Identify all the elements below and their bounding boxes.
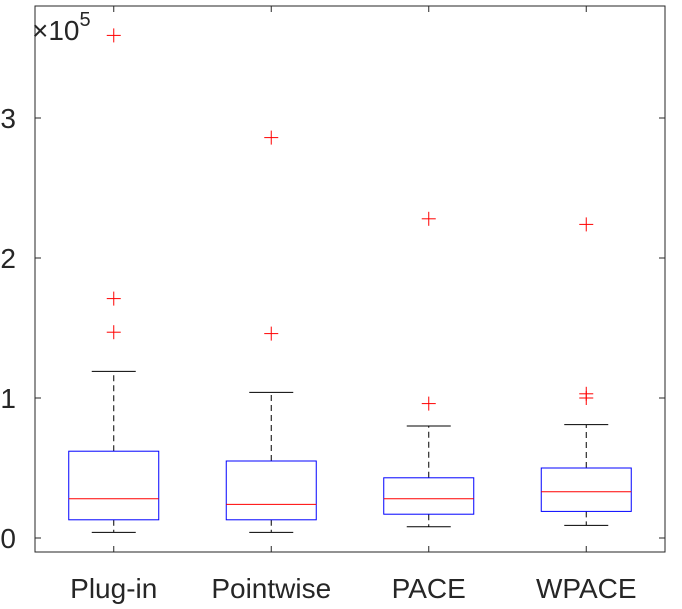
outlier-1-1 xyxy=(264,130,279,145)
outlier-0-2 xyxy=(106,28,121,43)
x-axis: Plug-in Pointwise PACE WPACE xyxy=(70,6,637,604)
iqr-box-1 xyxy=(225,460,317,521)
outlier-1-0 xyxy=(264,326,279,341)
iqr-box-0 xyxy=(68,450,160,521)
y-tick-label-0: 0 xyxy=(0,523,16,554)
outlier-2-0 xyxy=(421,396,436,411)
y-exponent-label: ×105 xyxy=(32,9,91,46)
y-tick-label-1: 1 xyxy=(0,383,16,414)
y-tick-label-3: 3 xyxy=(0,103,16,134)
iqr-box-2 xyxy=(383,477,475,515)
x-tick-label-2: PACE xyxy=(392,573,466,604)
outlier-3-2 xyxy=(579,217,594,232)
x-tick-label-3: WPACE xyxy=(536,573,637,604)
outlier-0-0 xyxy=(106,325,121,340)
y-tick-label-2: 2 xyxy=(0,243,16,274)
plot-area-frame xyxy=(34,5,666,553)
iqr-box-3 xyxy=(540,467,632,512)
box-group-1 xyxy=(225,130,317,533)
box-group-2 xyxy=(383,211,475,528)
boxes-layer xyxy=(68,28,632,533)
y-axis: 0 1 2 3 xyxy=(0,103,665,554)
outlier-0-1 xyxy=(106,291,121,306)
x-tick-label-0: Plug-in xyxy=(70,573,157,604)
outlier-3-1 xyxy=(579,386,594,401)
outlier-2-1 xyxy=(421,211,436,226)
box-group-0 xyxy=(68,28,160,533)
box-group-3 xyxy=(540,217,632,526)
x-tick-label-1: Pointwise xyxy=(211,573,331,604)
